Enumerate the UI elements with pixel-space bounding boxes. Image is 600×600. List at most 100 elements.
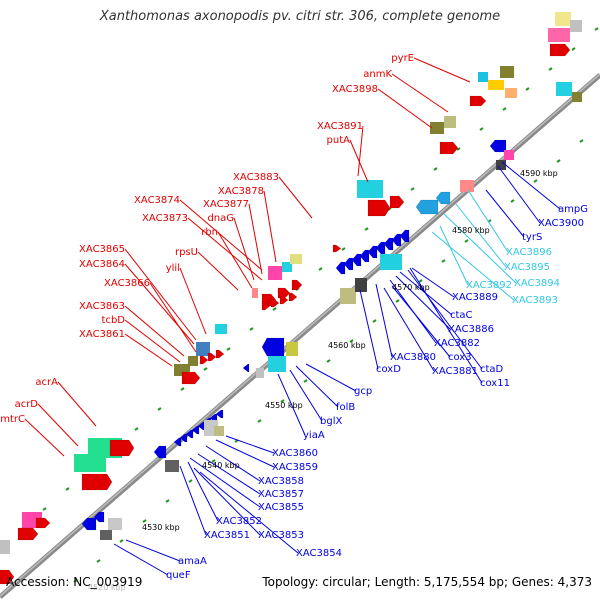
leader-line [411,267,455,298]
tick-mark [464,239,469,243]
gene-label: ctaC [450,310,473,321]
scale-label: 4590 kbp [520,169,558,178]
gene-label: acrA [35,377,58,388]
leader-line [377,88,433,129]
forward-gene-arrow [270,298,280,308]
gene-label: ylil [166,263,180,274]
gene-box [165,460,179,472]
gene-label: cox3 [448,352,472,363]
gene-box [282,262,292,272]
gene-box [380,254,402,270]
gene-label: XAC3877 [203,199,249,210]
gene-label: XAC3878 [218,186,264,197]
gene-label: XAC3881 [432,366,478,377]
tick-mark [134,427,139,431]
reverse-gene-arrow [153,445,167,459]
tick-mark [142,519,147,523]
gene-box [256,368,264,378]
leader-line [391,285,451,358]
tick-mark [257,419,262,423]
reverse-gene-arrow [81,517,97,531]
gene-label: XAC3858 [258,476,304,487]
leader-line [289,369,323,422]
tick-mark [226,347,231,351]
gene-label: XAC3859 [272,462,318,473]
rna-gene-arrow [415,199,439,215]
tick-mark [433,167,438,171]
gene-label: XAC3883 [233,172,279,183]
leader-line [375,283,393,358]
leader-line [439,225,469,286]
leader-line [431,231,515,301]
gene-label: XAC3898 [332,84,378,95]
gene-label: mtrC [0,414,25,425]
leader-line [125,539,181,562]
gene-label: XAC3864 [79,259,125,270]
tick-mark [594,27,599,31]
forward-gene-arrow [81,473,113,491]
gene-label: XAC3861 [79,329,125,340]
leader-line [225,435,275,454]
forward-gene-arrow [279,295,289,305]
leader-line [467,189,509,253]
gene-label: XAC3853 [258,530,304,541]
gene-label: XAC3880 [390,352,436,363]
gene-box [496,160,506,170]
leader-line [357,125,364,177]
genome-title: Xanthomonas axonopodis pv. citri str. 30… [99,9,501,24]
forward-gene-arrow [291,279,303,291]
gene-label: cox11 [480,378,510,389]
leader-line [197,251,239,291]
tick-mark [502,107,507,111]
gene-box [252,288,258,298]
reverse-gene-arrow [343,257,354,271]
gene-label: putA [327,135,351,146]
tick-mark [441,259,446,263]
gene-box [548,28,570,42]
scale-labels: 4520 kbp 4530 kbp 4540 kbp 4550 kbp 4560 kbp… [88,169,558,592]
leader-line [187,217,263,281]
scale-label: 4550 kbp [265,401,303,410]
leader-line [295,365,339,408]
leader-line [189,457,261,508]
gene-label: XAC3865 [79,244,125,255]
leader-line [277,373,306,436]
tick-mark [42,507,47,511]
tick-marks [19,27,599,583]
leader-line [383,287,435,372]
forward-gene-arrow [469,95,487,107]
gene-labels: pyrE anmK XAC3898 XAC3891 putA XAC3883 XAC3878… [0,53,588,581]
forward-gene-arrow [215,349,225,359]
gene-box [0,540,10,554]
scale-label: 4580 kbp [452,226,490,235]
leader-line [248,203,263,275]
gene-label: XAC3894 [514,278,560,289]
gene-box [108,518,122,530]
scale-label: 4570 kbp [392,283,430,292]
leader-line [124,319,181,363]
rna-gene-arrow [435,191,451,205]
gene-box [444,116,456,128]
leader-line [124,333,173,367]
tick-mark [410,187,415,191]
tick-mark [349,339,354,343]
gene-label: XAC3900 [538,218,584,229]
leader-line [215,439,275,468]
tick-mark [341,247,346,251]
gene-label: XAC3851 [204,530,250,541]
gene-label: XAC3852 [216,516,262,527]
tick-mark [73,579,78,583]
genome-summary-text: Topology: circular; Length: 5,175,554 bp… [262,575,592,589]
gene-label: XAC3896 [506,247,552,258]
gene-box [555,12,571,26]
forward-gene-arrow [261,301,271,311]
leader-line [233,217,255,281]
tick-mark [372,319,377,323]
gene-box [188,356,198,366]
gene-label: XAC3892 [466,280,512,291]
gene-label: queF [166,570,191,581]
gene-box [355,278,367,292]
leader-line [217,231,253,289]
gene-box [100,530,112,540]
